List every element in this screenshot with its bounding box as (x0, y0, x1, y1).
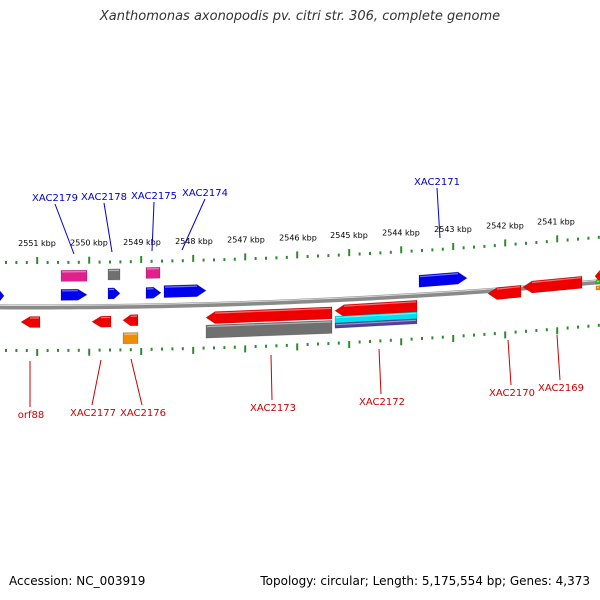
label-leader-line (507, 339, 512, 386)
gene-arrow-xac2177[interactable] (91, 315, 112, 328)
label-leader-line (151, 201, 155, 252)
scale-label: 2546 kbp (279, 233, 317, 242)
gene-label-xac2179[interactable]: XAC2179 (32, 193, 78, 204)
scale-label: 2547 kbp (227, 235, 265, 244)
gene-arrow[interactable] (594, 270, 600, 282)
scale-label: 2542 kbp (486, 221, 524, 230)
label-leader-line (130, 358, 143, 406)
rna-block[interactable] (60, 269, 88, 282)
rna-block[interactable] (145, 266, 161, 279)
gene-label-orf88[interactable]: orf88 (18, 410, 44, 421)
gene-arrow-xac2179[interactable] (60, 288, 88, 301)
gene-label-xac2171[interactable]: XAC2171 (414, 177, 460, 188)
gene-label-xac2170[interactable]: XAC2170 (489, 388, 535, 399)
scale-label: 2543 kbp (434, 225, 472, 234)
label-leader-line (54, 203, 75, 255)
label-leader-line (556, 334, 561, 381)
gene-label-xac2177[interactable]: XAC2177 (70, 408, 116, 419)
gene-label-xac2176[interactable]: XAC2176 (120, 408, 166, 419)
gene-label-xac2174[interactable]: XAC2174 (182, 188, 228, 199)
accession-label: Accession: NC_003919 (9, 574, 146, 588)
misc-block[interactable] (595, 279, 600, 285)
gene-arrow-xac2178[interactable] (107, 287, 121, 300)
gene-arrow-xac2176[interactable] (122, 314, 139, 327)
gene-arrow-xac2175[interactable] (145, 286, 162, 299)
gene-label-xac2173[interactable]: XAC2173 (250, 403, 296, 414)
label-leader-line (91, 359, 102, 406)
pseudo-block[interactable] (107, 268, 121, 281)
scale-label: 2549 kbp (123, 238, 161, 247)
label-leader-line (181, 198, 206, 251)
label-leader-line (436, 187, 441, 239)
misc-block[interactable] (334, 318, 418, 329)
label-leader-line (378, 348, 382, 395)
scale-label: 2544 kbp (382, 228, 420, 237)
gene-arrow-xac2169[interactable] (522, 275, 583, 294)
gene-arrow-xac2174[interactable] (163, 284, 207, 298)
gene-label-xac2172[interactable]: XAC2172 (359, 397, 405, 408)
map-title: Xanthomonas axonopodis pv. citri str. 30… (99, 9, 501, 24)
gene-arrow-xac2173[interactable] (205, 306, 333, 324)
scale-label: 2545 kbp (330, 231, 368, 240)
label-leader-line (270, 354, 273, 401)
gene-arrow-xac2170[interactable] (487, 284, 522, 300)
gene-arrow-orf88[interactable] (20, 316, 41, 328)
gene-label-xac2169[interactable]: XAC2169 (538, 383, 584, 394)
genome-summary: Topology: circular; Length: 5,175,554 bp… (260, 574, 590, 588)
misc-block[interactable] (122, 332, 139, 345)
scale-label: 2550 kbp (70, 239, 108, 248)
scale-label: 2541 kbp (537, 217, 575, 226)
label-leader-line (103, 202, 113, 253)
gene-label-xac2175[interactable]: XAC2175 (131, 191, 177, 202)
pseudo-block[interactable] (205, 320, 333, 339)
misc-block[interactable] (595, 285, 600, 291)
scale-label: 2551 kbp (18, 239, 56, 248)
gene-label-xac2178[interactable]: XAC2178 (81, 192, 127, 203)
gene-arrow-xac2171[interactable] (418, 271, 468, 288)
scale-label: 2548 kbp (175, 237, 213, 246)
gene-arrow[interactable] (0, 290, 5, 302)
